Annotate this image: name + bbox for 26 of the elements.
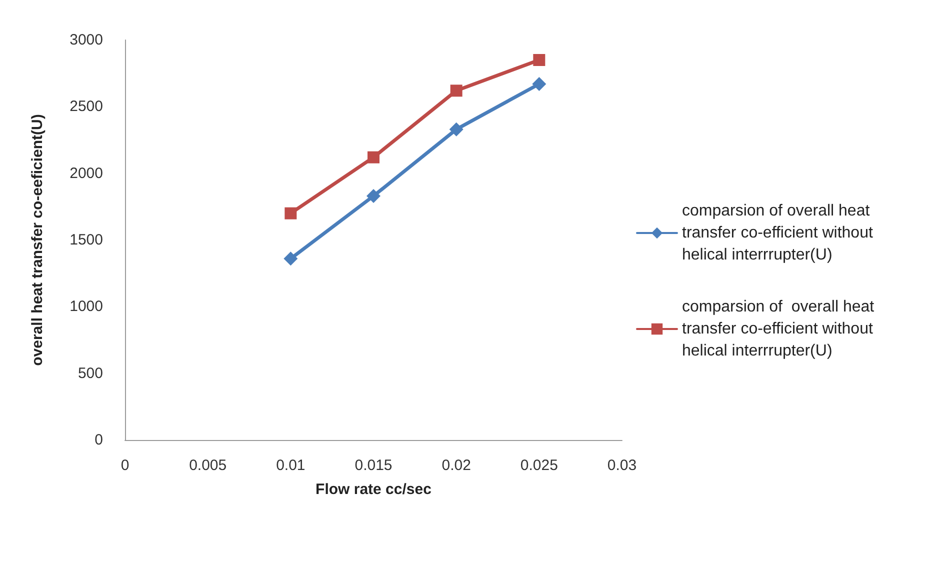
x-tick-label: 0.015 (354, 457, 392, 474)
point (532, 77, 546, 91)
x-tick-label: 0 (120, 457, 130, 474)
legend-label: comparsion of overall heat transfer co-efficient without helical interrrupter(U) (682, 202, 878, 264)
y-tick-label: 1000 (70, 298, 103, 316)
point (284, 207, 297, 220)
point (533, 54, 546, 66)
y-tick-label: 1500 (70, 232, 103, 248)
point (368, 151, 380, 164)
x-tick-label: 0.01 (276, 457, 306, 474)
point (366, 189, 380, 203)
legend-label: comparsion of overall heat transfer co-efficient without helical interrrupter(U) (682, 298, 879, 360)
x-axis-title: Flow rate cc/sec (316, 481, 432, 498)
x-tick-label: 0.005 (189, 457, 227, 474)
y-tick-label: 3000 (70, 32, 103, 48)
point (284, 252, 298, 266)
point (450, 84, 462, 97)
y-tick-label: 0 (94, 432, 103, 448)
y-tick-label: 500 (78, 364, 103, 382)
x-tick-label: 0.02 (442, 457, 471, 474)
y-axis-title: overall heat transfer co-eeficient(U) (29, 114, 46, 366)
x-tick-label: 0.03 (607, 457, 637, 474)
y-tick-label: 2500 (70, 98, 103, 116)
x-tick-label: 0.025 (520, 457, 558, 474)
y-tick-label: 2000 (70, 164, 103, 182)
point (449, 122, 464, 136)
